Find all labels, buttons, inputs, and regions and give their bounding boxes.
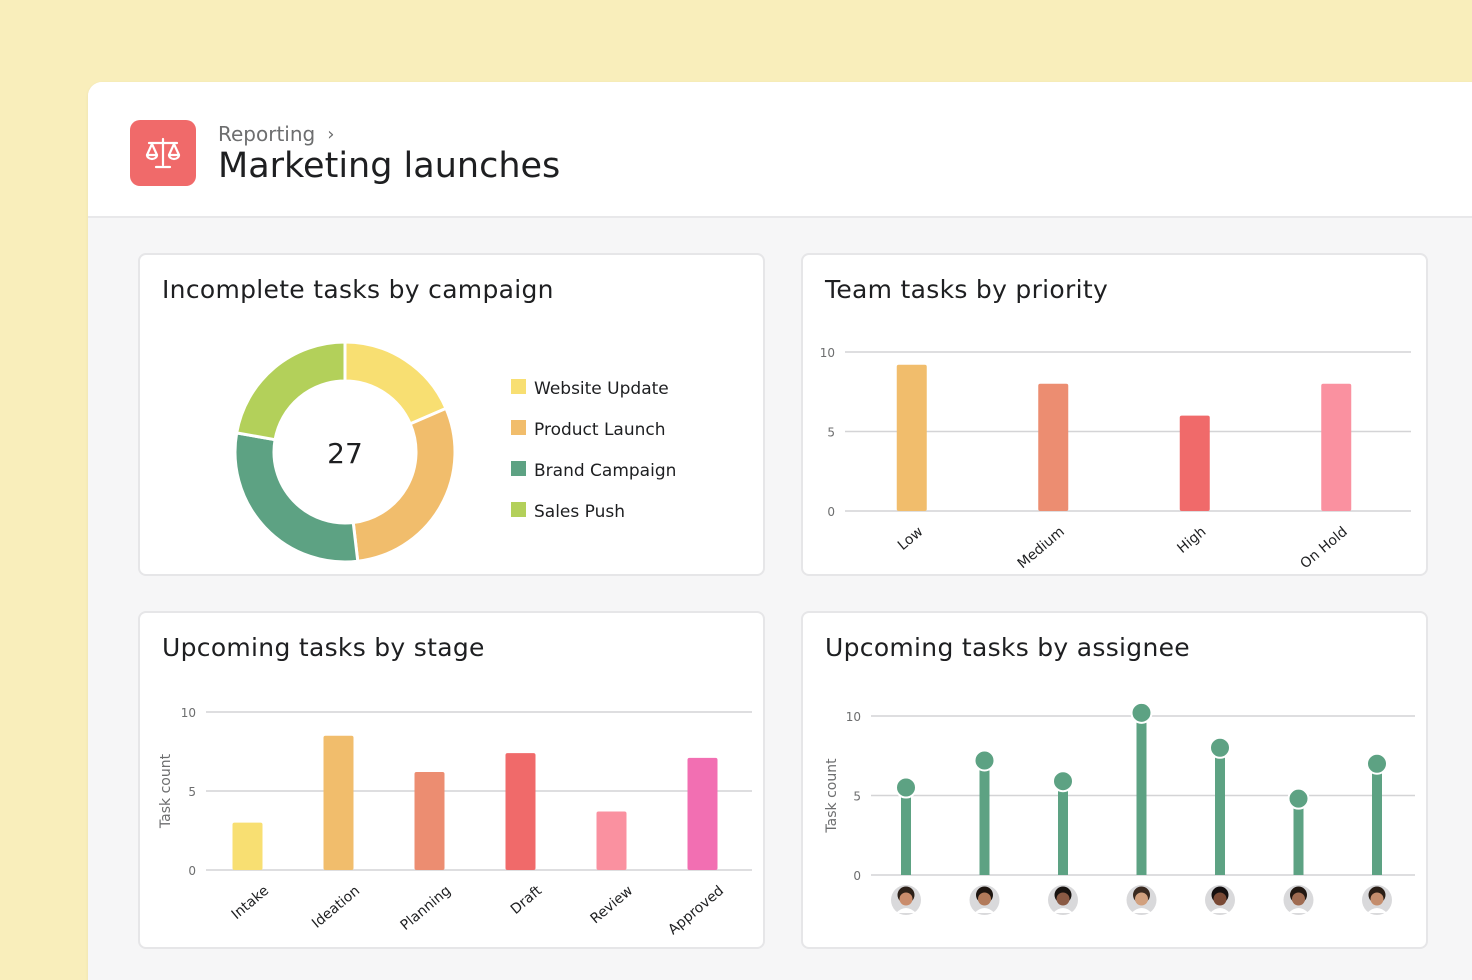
y-tick-label: 0 [188,864,196,878]
bar [1321,383,1352,511]
bar [896,364,927,511]
y-axis-label: Task count [158,753,174,829]
lollipop-head [1366,752,1388,775]
avatar-shoulders [896,908,916,913]
lollipop-stem [1372,763,1382,875]
legend-swatch [511,379,526,394]
legend-label: Website Update [534,379,669,399]
donut-slice [351,406,457,563]
lollipop-stem [1293,798,1304,875]
x-tick-label: On Hold [1297,524,1350,572]
x-tick-label: Intake [229,883,272,923]
card-title: Upcoming tasks by assignee [825,633,1190,662]
donut-slice [343,340,448,426]
card-title: Incomplete tasks by campaign [162,275,554,304]
breadcrumb-reporting[interactable]: Reporting [218,122,316,146]
scales-icon[interactable] [130,120,196,186]
y-tick-label: 0 [853,869,861,883]
avatar-shoulders [1367,908,1387,913]
breadcrumb[interactable]: Reporting › [218,122,334,146]
card-upcoming-by-stage[interactable]: Upcoming tasks by stage 0 5 10 Task count In… [138,611,765,949]
bar [232,822,263,870]
avatar-face [899,892,913,906]
avatar [1283,885,1314,915]
y-tick-label: 10 [846,710,861,724]
lollipop-head [973,749,996,772]
bar [323,735,354,870]
avatar-face [1213,892,1227,906]
x-tick-label: High [1174,524,1209,557]
lollipop-head [1287,787,1310,810]
avatar-face [978,892,991,906]
lollipop-stem [1136,712,1147,875]
card-upcoming-by-assignee[interactable]: Upcoming tasks by assignee 0 5 10 Task coun… [801,611,1428,949]
avatar-face [1135,892,1148,906]
bar [414,772,445,870]
scales-icon-glyph [145,137,181,169]
stage-bar-chart: 0 5 10 Task count Intake Ideation Planning Draf… [158,706,752,938]
y-tick-label: 10 [181,706,196,720]
avatar [1048,885,1078,915]
lollipop-head [1052,770,1074,793]
donut-total: 27 [327,437,363,470]
avatar-shoulders [1288,908,1309,913]
legend-swatch [511,420,526,435]
x-tick-label: Approved [665,883,727,938]
page-title: Marketing launches [218,146,561,186]
lollipop-stem [1215,747,1225,875]
priority-bar-chart: 0 5 10 Low Medium High On Hold [820,346,1411,572]
legend-label: Brand Campaign [534,461,676,481]
avatar-face [1292,892,1305,906]
lollipop-stem [979,760,990,875]
avatar-face [1056,892,1070,906]
avatar-shoulders [974,908,995,913]
avatar [1362,885,1392,915]
bar [1179,415,1210,511]
legend-swatch [511,502,526,517]
chevron-right-icon: › [327,123,335,145]
donut-chart: 27 Website Update Product Launch Brand Camp… [233,340,676,564]
avatar-face [1370,892,1384,906]
donut-slice [234,340,347,442]
donut-slice [233,431,360,564]
lollipop-head [1130,701,1153,724]
bar [505,753,536,870]
card-title: Upcoming tasks by stage [162,633,485,662]
bar [687,757,718,870]
lollipop-stem [1058,781,1068,875]
y-tick-label: 0 [827,505,835,519]
avatar [1205,885,1235,915]
y-tick-label: 5 [827,426,835,440]
x-tick-label: Low [895,524,926,554]
lollipop-head [1209,736,1231,759]
y-tick-label: 10 [820,346,835,360]
x-tick-label: Draft [508,882,546,917]
x-tick-label: Medium [1015,524,1068,572]
y-tick-label: 5 [853,790,861,804]
card-incomplete-by-campaign[interactable]: Incomplete tasks by campaign 27 Website U… [138,253,765,576]
avatar [969,885,1000,915]
bar [596,811,627,870]
avatar [1126,885,1157,915]
assignee-lollipop-chart: 0 5 10 Task count [824,701,1415,915]
avatar-shoulders [1210,908,1230,913]
bar [1038,383,1069,511]
avatar-shoulders [1131,908,1152,913]
lollipop-head [895,776,917,799]
legend-label: Sales Push [534,502,625,522]
page-header: Reporting › Marketing launches [88,82,1472,218]
y-tick-label: 5 [188,785,196,799]
lollipop-stem [901,787,911,875]
x-tick-label: Review [588,883,637,927]
avatar-shoulders [1053,908,1073,913]
card-team-by-priority[interactable]: Team tasks by priority 0 5 10 Low Medium High… [801,253,1428,576]
card-title: Team tasks by priority [825,275,1109,304]
x-tick-label: Ideation [309,883,363,932]
x-tick-label: Planning [398,883,454,934]
legend-label: Product Launch [534,420,666,440]
y-axis-label: Task count [824,758,840,834]
avatar [891,885,921,915]
legend-swatch [511,461,526,476]
